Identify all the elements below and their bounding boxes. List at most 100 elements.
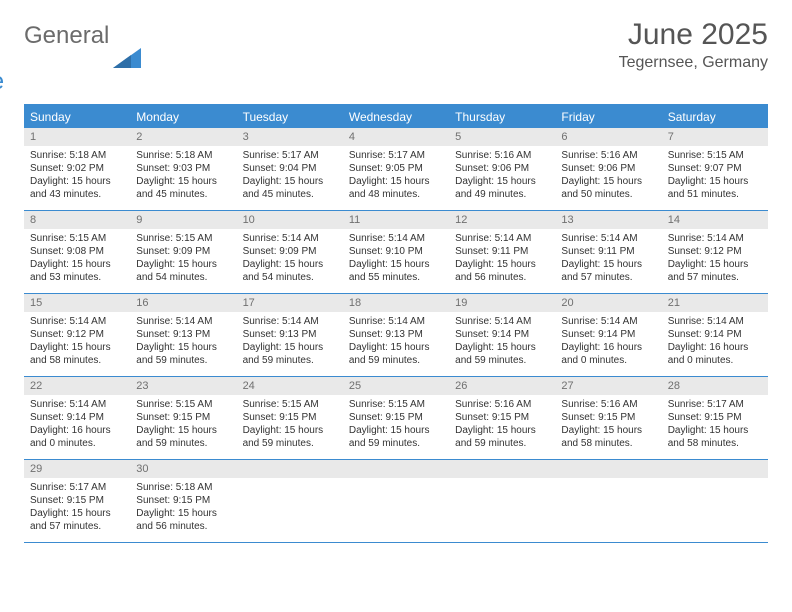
day-body: Sunrise: 5:15 AMSunset: 9:15 PMDaylight:…	[343, 395, 449, 456]
sunset-line: Sunset: 9:12 PM	[668, 245, 762, 258]
day-number: 20	[555, 294, 661, 312]
weekday-header: Wednesday	[343, 106, 449, 128]
calendar-week: 8Sunrise: 5:15 AMSunset: 9:08 PMDaylight…	[24, 211, 768, 294]
day-number: 22	[24, 377, 130, 395]
day-number: 7	[662, 128, 768, 146]
day-body: Sunrise: 5:18 AMSunset: 9:02 PMDaylight:…	[24, 146, 130, 207]
sunrise-line: Sunrise: 5:14 AM	[30, 398, 124, 411]
daylight-line: Daylight: 15 hours and 55 minutes.	[349, 258, 443, 284]
weekday-header: Tuesday	[237, 106, 343, 128]
sunset-line: Sunset: 9:06 PM	[455, 162, 549, 175]
sunset-line: Sunset: 9:15 PM	[136, 494, 230, 507]
day-body: Sunrise: 5:15 AMSunset: 9:07 PMDaylight:…	[662, 146, 768, 207]
sunrise-line: Sunrise: 5:15 AM	[349, 398, 443, 411]
day-body: Sunrise: 5:18 AMSunset: 9:15 PMDaylight:…	[130, 478, 236, 539]
day-body: Sunrise: 5:16 AMSunset: 9:06 PMDaylight:…	[449, 146, 555, 207]
day-number: 12	[449, 211, 555, 229]
daylight-line: Daylight: 16 hours and 0 minutes.	[561, 341, 655, 367]
sunset-line: Sunset: 9:10 PM	[349, 245, 443, 258]
day-number: 23	[130, 377, 236, 395]
daylight-line: Daylight: 15 hours and 59 minutes.	[349, 341, 443, 367]
daylight-line: Daylight: 15 hours and 56 minutes.	[455, 258, 549, 284]
day-number: 8	[24, 211, 130, 229]
day-number: 21	[662, 294, 768, 312]
day-number: 19	[449, 294, 555, 312]
sunset-line: Sunset: 9:15 PM	[136, 411, 230, 424]
sunrise-line: Sunrise: 5:14 AM	[668, 232, 762, 245]
sunset-line: Sunset: 9:11 PM	[455, 245, 549, 258]
sunrise-line: Sunrise: 5:15 AM	[136, 232, 230, 245]
weekday-header: Friday	[555, 106, 661, 128]
day-number: 25	[343, 377, 449, 395]
weekday-header: Thursday	[449, 106, 555, 128]
calendar-day: 24Sunrise: 5:15 AMSunset: 9:15 PMDayligh…	[237, 377, 343, 459]
day-body: Sunrise: 5:16 AMSunset: 9:06 PMDaylight:…	[555, 146, 661, 207]
sunset-line: Sunset: 9:15 PM	[243, 411, 337, 424]
calendar-week: 29Sunrise: 5:17 AMSunset: 9:15 PMDayligh…	[24, 460, 768, 543]
day-body: Sunrise: 5:14 AMSunset: 9:13 PMDaylight:…	[237, 312, 343, 373]
calendar-day: 7Sunrise: 5:15 AMSunset: 9:07 PMDaylight…	[662, 128, 768, 210]
calendar-day	[343, 460, 449, 542]
day-number	[343, 460, 449, 478]
logo-triangle-icon	[113, 48, 141, 68]
sunrise-line: Sunrise: 5:14 AM	[349, 315, 443, 328]
day-number: 15	[24, 294, 130, 312]
day-number: 11	[343, 211, 449, 229]
day-number: 27	[555, 377, 661, 395]
calendar-day: 6Sunrise: 5:16 AMSunset: 9:06 PMDaylight…	[555, 128, 661, 210]
day-body: Sunrise: 5:14 AMSunset: 9:14 PMDaylight:…	[24, 395, 130, 456]
sunrise-line: Sunrise: 5:16 AM	[561, 149, 655, 162]
day-number	[555, 460, 661, 478]
calendar-day: 2Sunrise: 5:18 AMSunset: 9:03 PMDaylight…	[130, 128, 236, 210]
sunrise-line: Sunrise: 5:18 AM	[136, 481, 230, 494]
sunrise-line: Sunrise: 5:15 AM	[243, 398, 337, 411]
sunset-line: Sunset: 9:12 PM	[30, 328, 124, 341]
calendar-day: 11Sunrise: 5:14 AMSunset: 9:10 PMDayligh…	[343, 211, 449, 293]
day-number: 3	[237, 128, 343, 146]
day-body: Sunrise: 5:15 AMSunset: 9:08 PMDaylight:…	[24, 229, 130, 290]
sunrise-line: Sunrise: 5:14 AM	[668, 315, 762, 328]
sunset-line: Sunset: 9:14 PM	[455, 328, 549, 341]
sunset-line: Sunset: 9:11 PM	[561, 245, 655, 258]
sunrise-line: Sunrise: 5:14 AM	[561, 315, 655, 328]
sunset-line: Sunset: 9:09 PM	[136, 245, 230, 258]
sunrise-line: Sunrise: 5:14 AM	[455, 315, 549, 328]
sunset-line: Sunset: 9:15 PM	[455, 411, 549, 424]
daylight-line: Daylight: 16 hours and 0 minutes.	[668, 341, 762, 367]
sunrise-line: Sunrise: 5:18 AM	[30, 149, 124, 162]
sunrise-line: Sunrise: 5:16 AM	[455, 398, 549, 411]
page-subtitle: Tegernsee, Germany	[619, 54, 768, 72]
daylight-line: Daylight: 15 hours and 56 minutes.	[136, 507, 230, 533]
daylight-line: Daylight: 15 hours and 54 minutes.	[136, 258, 230, 284]
sunset-line: Sunset: 9:15 PM	[668, 411, 762, 424]
sunset-line: Sunset: 9:14 PM	[561, 328, 655, 341]
daylight-line: Daylight: 15 hours and 59 minutes.	[243, 424, 337, 450]
calendar-day: 1Sunrise: 5:18 AMSunset: 9:02 PMDaylight…	[24, 128, 130, 210]
calendar-day	[662, 460, 768, 542]
daylight-line: Daylight: 15 hours and 51 minutes.	[668, 175, 762, 201]
sunrise-line: Sunrise: 5:15 AM	[668, 149, 762, 162]
day-number: 18	[343, 294, 449, 312]
day-number	[662, 460, 768, 478]
sunset-line: Sunset: 9:13 PM	[243, 328, 337, 341]
daylight-line: Daylight: 15 hours and 59 minutes.	[136, 424, 230, 450]
calendar-day: 4Sunrise: 5:17 AMSunset: 9:05 PMDaylight…	[343, 128, 449, 210]
page: General Blue June 2025 Tegernsee, German…	[0, 0, 792, 561]
calendar-day: 13Sunrise: 5:14 AMSunset: 9:11 PMDayligh…	[555, 211, 661, 293]
day-body: Sunrise: 5:14 AMSunset: 9:11 PMDaylight:…	[449, 229, 555, 290]
title-block: June 2025 Tegernsee, Germany	[619, 18, 768, 72]
daylight-line: Daylight: 15 hours and 59 minutes.	[349, 424, 443, 450]
sunset-line: Sunset: 9:13 PM	[136, 328, 230, 341]
header: General Blue June 2025 Tegernsee, German…	[24, 18, 768, 94]
calendar-week: 1Sunrise: 5:18 AMSunset: 9:02 PMDaylight…	[24, 128, 768, 211]
day-body: Sunrise: 5:17 AMSunset: 9:15 PMDaylight:…	[24, 478, 130, 539]
day-number: 28	[662, 377, 768, 395]
daylight-line: Daylight: 15 hours and 53 minutes.	[30, 258, 124, 284]
daylight-line: Daylight: 15 hours and 45 minutes.	[136, 175, 230, 201]
sunrise-line: Sunrise: 5:18 AM	[136, 149, 230, 162]
daylight-line: Daylight: 15 hours and 59 minutes.	[243, 341, 337, 367]
daylight-line: Daylight: 15 hours and 58 minutes.	[30, 341, 124, 367]
calendar-day	[555, 460, 661, 542]
sunset-line: Sunset: 9:15 PM	[349, 411, 443, 424]
calendar-week: 15Sunrise: 5:14 AMSunset: 9:12 PMDayligh…	[24, 294, 768, 377]
